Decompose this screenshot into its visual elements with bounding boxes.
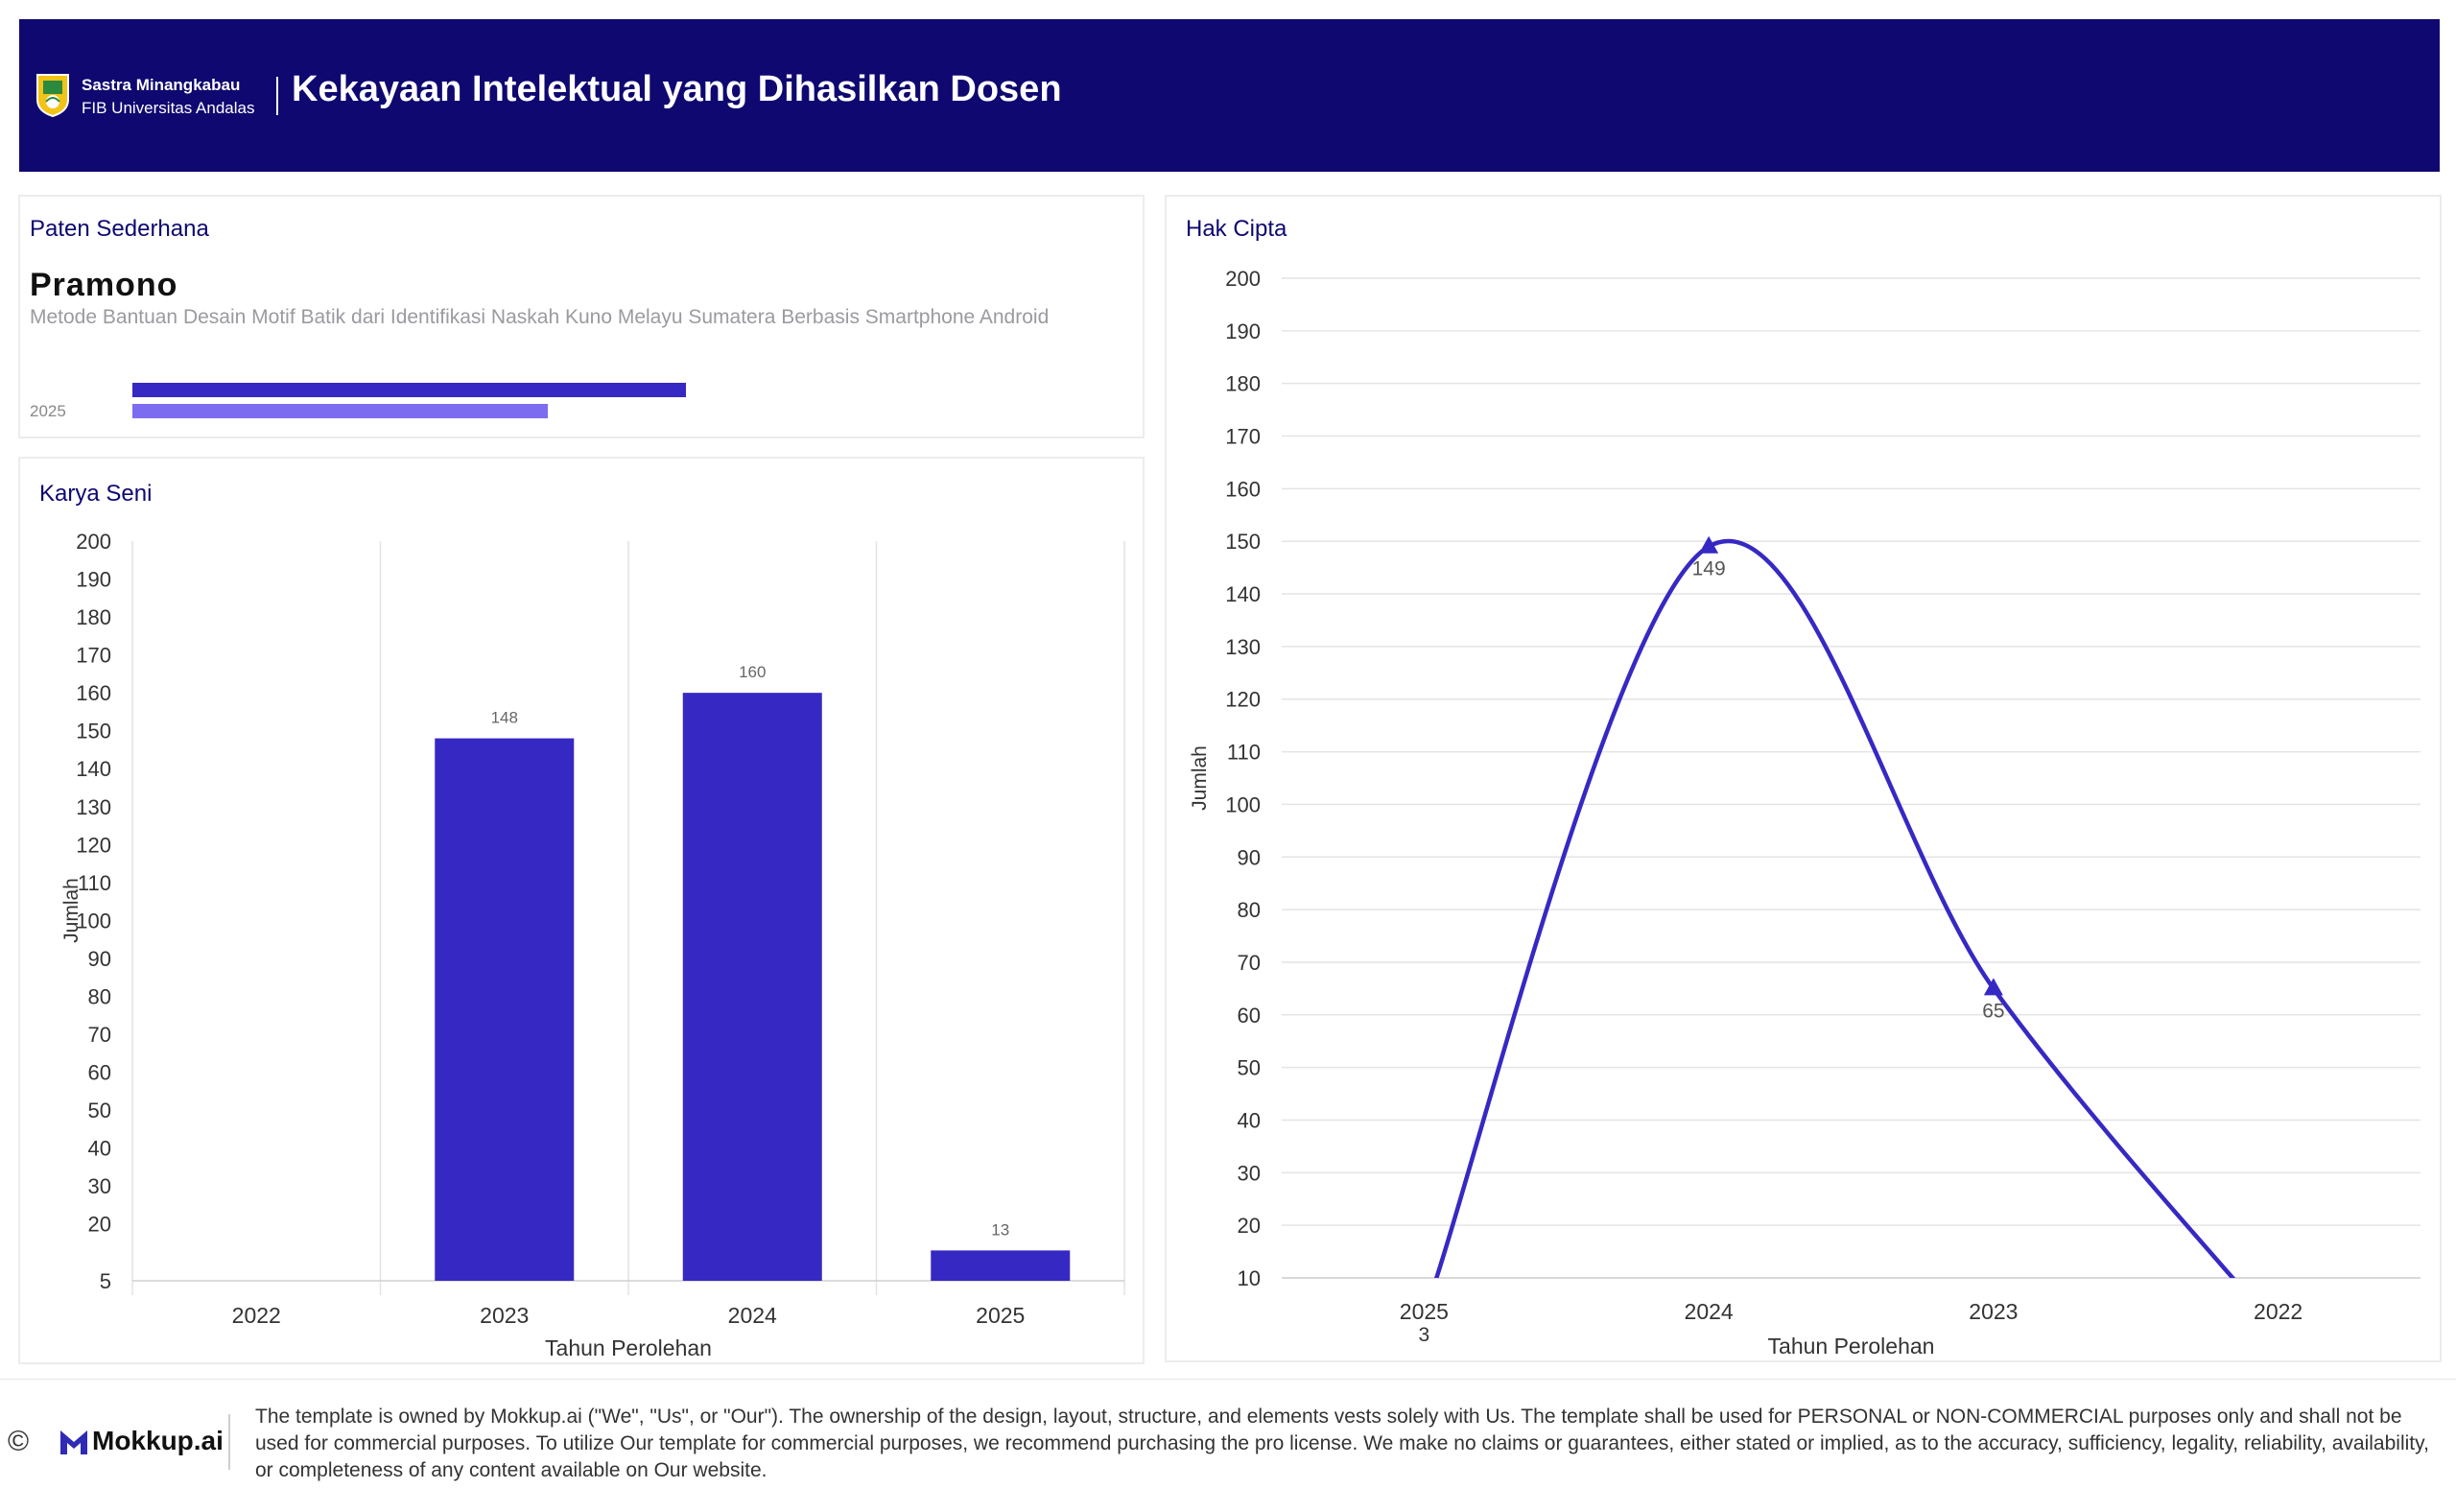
hak-cipta-card: Hak Cipta 10 20 30 40 50 60 70 80 90 100 110 120 130… xyxy=(1165,195,2442,1362)
y-tick-label: 190 xyxy=(76,568,111,592)
y-axis-title: Jumlah xyxy=(1189,745,1211,811)
paten-card: Paten Sederhana Pramono Metode Bantuan D… xyxy=(18,195,1145,438)
data-point-marker xyxy=(1983,978,2003,996)
x-tick-label: 2024 xyxy=(1685,1299,1734,1324)
bar xyxy=(931,1250,1071,1281)
y-tick-label: 160 xyxy=(76,681,111,705)
x-tick-label: 2022 xyxy=(2254,1299,2302,1324)
y-tick-label: 90 xyxy=(88,947,111,971)
y-tick-label: 30 xyxy=(1238,1161,1261,1185)
y-tick-label: 180 xyxy=(1225,372,1261,396)
bar xyxy=(682,693,822,1281)
y-axis-title: Jumlah xyxy=(60,878,83,943)
brand-name: Sastra Minangkabau xyxy=(82,76,241,94)
x-tick-label: 2022 xyxy=(232,1303,281,1328)
data-label: 160 xyxy=(739,663,766,681)
paten-card-title: Paten Sederhana xyxy=(30,216,209,242)
y-tick-label: 140 xyxy=(76,757,111,781)
y-tick-label: 20 xyxy=(1238,1214,1261,1238)
y-tick-label: 120 xyxy=(1225,688,1261,712)
bar xyxy=(435,738,575,1281)
y-tick-label: 40 xyxy=(88,1137,111,1161)
y-tick-label: 200 xyxy=(76,530,111,554)
x-tick-label: 2024 xyxy=(728,1303,777,1328)
y-tick-label: 20 xyxy=(88,1213,111,1237)
y-tick-label: 50 xyxy=(1238,1056,1261,1080)
footer-divider xyxy=(228,1414,230,1470)
footer-disclaimer: The template is owned by Mokkup.ai ("We"… xyxy=(255,1406,2429,1481)
y-tick-label: 70 xyxy=(1238,951,1261,975)
y-tick-label: 100 xyxy=(76,909,111,933)
y-tick-label: 5 xyxy=(100,1269,111,1293)
hak-cipta-title: Hak Cipta xyxy=(1186,216,1287,242)
y-tick-label: 170 xyxy=(76,644,111,668)
paten-bar-primary xyxy=(132,383,686,397)
x-axis-title: Tahun Perolehan xyxy=(1768,1334,1935,1358)
y-tick-label: 60 xyxy=(1238,1004,1261,1028)
y-tick-label: 60 xyxy=(88,1061,111,1085)
karya-seni-bar-chart: 5 20 30 40 50 60 70 80 90 100 110 120 130 140 150 160 17… xyxy=(60,530,1125,1360)
data-label: 13 xyxy=(991,1220,1009,1239)
y-tick-label: 40 xyxy=(1238,1108,1261,1132)
y-tick-label: 150 xyxy=(1225,530,1261,554)
y-tick-label: 120 xyxy=(76,833,111,857)
brand-subtitle: FIB Universitas Andalas xyxy=(82,99,255,117)
x-tick-label: 2025 xyxy=(1400,1299,1449,1324)
x-axis-title: Tahun Perolehan xyxy=(545,1335,712,1360)
karya-seni-card: Karya Seni 5 20 30 40 50 60 70 80 90 100 110 120 130… xyxy=(18,457,1145,1364)
y-tick-label: 90 xyxy=(1238,845,1261,869)
y-tick-label: 190 xyxy=(1225,319,1261,343)
y-tick-label: 80 xyxy=(1238,898,1261,922)
data-point-marker xyxy=(1699,535,1719,554)
data-label: 149 xyxy=(1692,558,1726,580)
x-tick-label: 2023 xyxy=(480,1303,529,1328)
y-tick-label: 200 xyxy=(1225,267,1261,291)
y-tick-label: 130 xyxy=(1225,635,1261,659)
y-tick-label: 70 xyxy=(88,1023,111,1047)
paten-year-label: 2025 xyxy=(30,402,66,420)
karya-seni-title: Karya Seni xyxy=(39,481,153,507)
y-tick-label: 140 xyxy=(1225,582,1261,606)
data-label: 65 xyxy=(1982,1000,2004,1022)
y-tick-label: 110 xyxy=(1227,741,1261,765)
header-divider xyxy=(276,77,278,115)
y-tick-label: 180 xyxy=(76,605,111,629)
y-tick-label: 10 xyxy=(1238,1266,1261,1290)
y-tick-label: 50 xyxy=(88,1099,111,1122)
y-tick-label: 110 xyxy=(78,871,111,895)
y-tick-label: 130 xyxy=(76,795,111,819)
university-crest-icon xyxy=(36,74,69,117)
page-title: Kekayaan Intelektual yang Dihasilkan Dos… xyxy=(292,69,1062,109)
copyright-icon: © xyxy=(8,1426,30,1457)
y-tick-label: 150 xyxy=(76,720,111,744)
y-tick-label: 80 xyxy=(88,984,111,1008)
header-bar: Sastra Minangkabau FIB Universitas Andal… xyxy=(19,19,2440,172)
y-tick-label: 160 xyxy=(1225,477,1261,501)
y-tick-label: 100 xyxy=(1225,792,1261,816)
footer-brand[interactable]: Mokkup.ai xyxy=(92,1426,224,1455)
y-tick-label: 30 xyxy=(88,1174,111,1198)
series-line xyxy=(1433,538,2236,1278)
data-label: 148 xyxy=(491,709,518,727)
mokkup-logo-icon xyxy=(60,1430,87,1454)
y-tick-label: 170 xyxy=(1225,425,1261,449)
data-label: 3 xyxy=(1419,1324,1430,1346)
x-tick-label: 2023 xyxy=(1969,1299,2018,1324)
x-tick-label: 2025 xyxy=(976,1303,1025,1328)
paten-inventor-name: Pramono xyxy=(30,267,178,303)
hak-cipta-line-chart: 10 20 30 40 50 60 70 80 90 100 110 120 130 140 150 160 1… xyxy=(1189,267,2421,1358)
paten-bar-secondary xyxy=(132,404,548,418)
footer-divider-line xyxy=(0,1379,2456,1380)
paten-description: Metode Bantuan Desain Motif Batik dari I… xyxy=(30,306,1050,328)
brand-block: Sastra Minangkabau FIB Universitas Andal… xyxy=(82,74,254,120)
